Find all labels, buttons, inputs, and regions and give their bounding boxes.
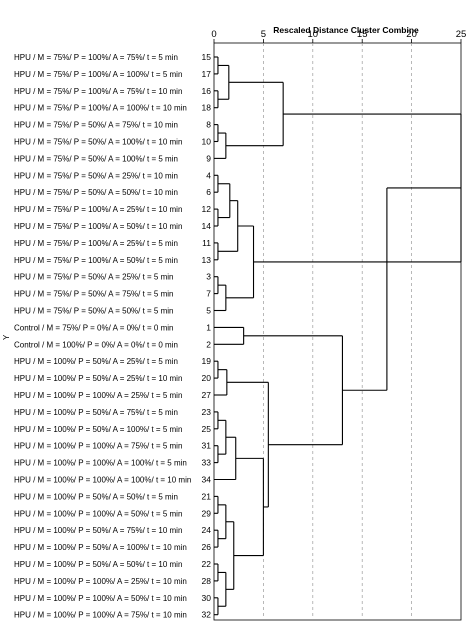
leaf-case-number: 12 — [202, 204, 212, 214]
leaf-case-number: 32 — [202, 610, 212, 620]
leaf-case-number: 29 — [202, 508, 212, 518]
leaf-case-number: 6 — [206, 187, 211, 197]
leaf-case-number: 5 — [206, 306, 211, 316]
leaf-label: HPU / M = 75%/ P = 100%/ A = 75%/ t = 10… — [14, 87, 182, 96]
leaf-case-number: 14 — [202, 221, 212, 231]
leaf-case-number: 33 — [202, 458, 212, 468]
leaf-label: HPU / M = 75%/ P = 100%/ A = 25%/ t = 5 … — [14, 239, 178, 248]
leaf-label: HPU / M = 100%/ P = 100%/ A = 75%/ t = 1… — [14, 611, 187, 620]
leaf-case-number: 27 — [202, 390, 212, 400]
leaf-case-number: 30 — [202, 593, 212, 603]
leaf-label: HPU / M = 100%/ P = 100%/ A = 75%/ t = 5… — [14, 442, 182, 451]
leaf-case-number: 16 — [202, 86, 212, 96]
leaf-label: HPU / M = 75%/ P = 100%/ A = 50%/ t = 10… — [14, 222, 182, 231]
leaf-label: HPU / M = 75%/ P = 50%/ A = 100%/ t = 10… — [14, 138, 182, 147]
x-tick-label-0: 0 — [211, 29, 216, 40]
leaf-label: HPU / M = 100%/ P = 50%/ A = 25%/ t = 10… — [14, 374, 182, 383]
x-tick-label-25: 25 — [456, 29, 467, 40]
leaf-case-number: 25 — [202, 424, 212, 434]
leaf-case-number: 4 — [206, 170, 211, 180]
leaf-label: HPU / M = 75%/ P = 100%/ A = 75%/ t = 5 … — [14, 53, 178, 62]
chart-title: Rescaled Distance Cluster Combine — [273, 25, 419, 35]
leaf-label: HPU / M = 75%/ P = 50%/ A = 100%/ t = 5 … — [14, 154, 178, 163]
leaf-label: HPU / M = 100%/ P = 50%/ A = 100%/ t = 5… — [14, 425, 182, 434]
leaf-label: HPU / M = 100%/ P = 50%/ A = 75%/ t = 10… — [14, 526, 182, 535]
leaf-label: HPU / M = 75%/ P = 50%/ A = 50%/ t = 5 m… — [14, 307, 174, 316]
leaf-case-number: 17 — [202, 69, 212, 79]
leaf-label: HPU / M = 100%/ P = 50%/ A = 50%/ t = 5 … — [14, 492, 178, 501]
leaf-case-number: 11 — [202, 238, 211, 248]
leaf-case-number: 2 — [206, 339, 211, 349]
leaf-case-number: 19 — [202, 356, 212, 366]
leaf-label: HPU / M = 75%/ P = 50%/ A = 25%/ t = 10 … — [14, 171, 178, 180]
x-tick-label-20: 20 — [406, 29, 417, 40]
leaf-label: HPU / M = 100%/ P = 100%/ A = 50%/ t = 1… — [14, 594, 187, 603]
leaf-case-number: 15 — [202, 52, 212, 62]
leaf-label: HPU / M = 100%/ P = 100%/ A = 50%/ t = 5… — [14, 509, 182, 518]
leaf-case-number: 31 — [202, 441, 212, 451]
leaf-label: HPU / M = 75%/ P = 50%/ A = 25%/ t = 5 m… — [14, 273, 174, 282]
leaf-labels: HPU / M = 75%/ P = 100%/ A = 75%/ t = 5 … — [14, 52, 211, 620]
leaf-label: HPU / M = 100%/ P = 50%/ A = 100%/ t = 1… — [14, 543, 187, 552]
leaf-case-number: 21 — [202, 491, 212, 501]
leaf-case-number: 23 — [202, 407, 212, 417]
x-tick-label-10: 10 — [308, 29, 319, 40]
leaf-label: HPU / M = 75%/ P = 100%/ A = 100%/ t = 1… — [14, 104, 187, 113]
leaf-case-number: 10 — [202, 137, 212, 147]
grid-layer — [213, 42, 462, 621]
leaf-case-number: 1 — [206, 322, 211, 332]
leaf-label: HPU / M = 100%/ P = 100%/ A = 25%/ t = 5… — [14, 391, 182, 400]
x-tick-label-5: 5 — [261, 29, 266, 40]
leaf-case-number: 34 — [202, 475, 212, 485]
leaf-case-number: 26 — [202, 542, 212, 552]
dendrogram-tree — [214, 56, 462, 616]
side-label: Y — [2, 334, 11, 340]
leaf-label: HPU / M = 75%/ P = 100%/ A = 50%/ t = 5 … — [14, 256, 178, 265]
leaf-label: HPU / M = 100%/ P = 100%/ A = 100%/ t = … — [14, 476, 191, 485]
leaf-label: HPU / M = 100%/ P = 50%/ A = 25%/ t = 5 … — [14, 357, 178, 366]
leaf-case-number: 13 — [202, 255, 212, 265]
leaf-label: HPU / M = 75%/ P = 100%/ A = 25%/ t = 10… — [14, 205, 182, 214]
leaf-label: HPU / M = 75%/ P = 50%/ A = 75%/ t = 10 … — [14, 121, 178, 130]
leaf-label: HPU / M = 75%/ P = 50%/ A = 50%/ t = 10 … — [14, 188, 178, 197]
leaf-case-number: 8 — [206, 120, 211, 130]
x-tick-label-15: 15 — [357, 29, 368, 40]
leaf-label: HPU / M = 100%/ P = 50%/ A = 50%/ t = 10… — [14, 560, 182, 569]
leaf-label: HPU / M = 100%/ P = 100%/ A = 25%/ t = 1… — [14, 577, 187, 586]
leaf-label: Control / M = 75%/ P = 0%/ A = 0%/ t = 0… — [14, 323, 174, 332]
leaf-case-number: 9 — [206, 153, 211, 163]
leaf-label: Control / M = 100%/ P = 0%/ A = 0%/ t = … — [14, 340, 178, 349]
leaf-case-number: 18 — [202, 103, 212, 113]
leaf-case-number: 20 — [202, 373, 212, 383]
leaf-label: HPU / M = 100%/ P = 50%/ A = 75%/ t = 5 … — [14, 408, 178, 417]
leaf-case-number: 24 — [202, 525, 212, 535]
leaf-case-number: 7 — [206, 289, 211, 299]
leaf-case-number: 22 — [202, 559, 212, 569]
leaf-case-number: 28 — [202, 576, 212, 586]
leaf-label: HPU / M = 75%/ P = 100%/ A = 100%/ t = 5… — [14, 70, 182, 79]
plot-frame — [213, 42, 462, 621]
leaf-case-number: 3 — [206, 272, 211, 282]
leaf-label: HPU / M = 75%/ P = 50%/ A = 75%/ t = 5 m… — [14, 290, 174, 299]
leaf-label: HPU / M = 100%/ P = 100%/ A = 100%/ t = … — [14, 459, 187, 468]
x-axis: 0 5 10 15 20 25 — [211, 29, 466, 43]
